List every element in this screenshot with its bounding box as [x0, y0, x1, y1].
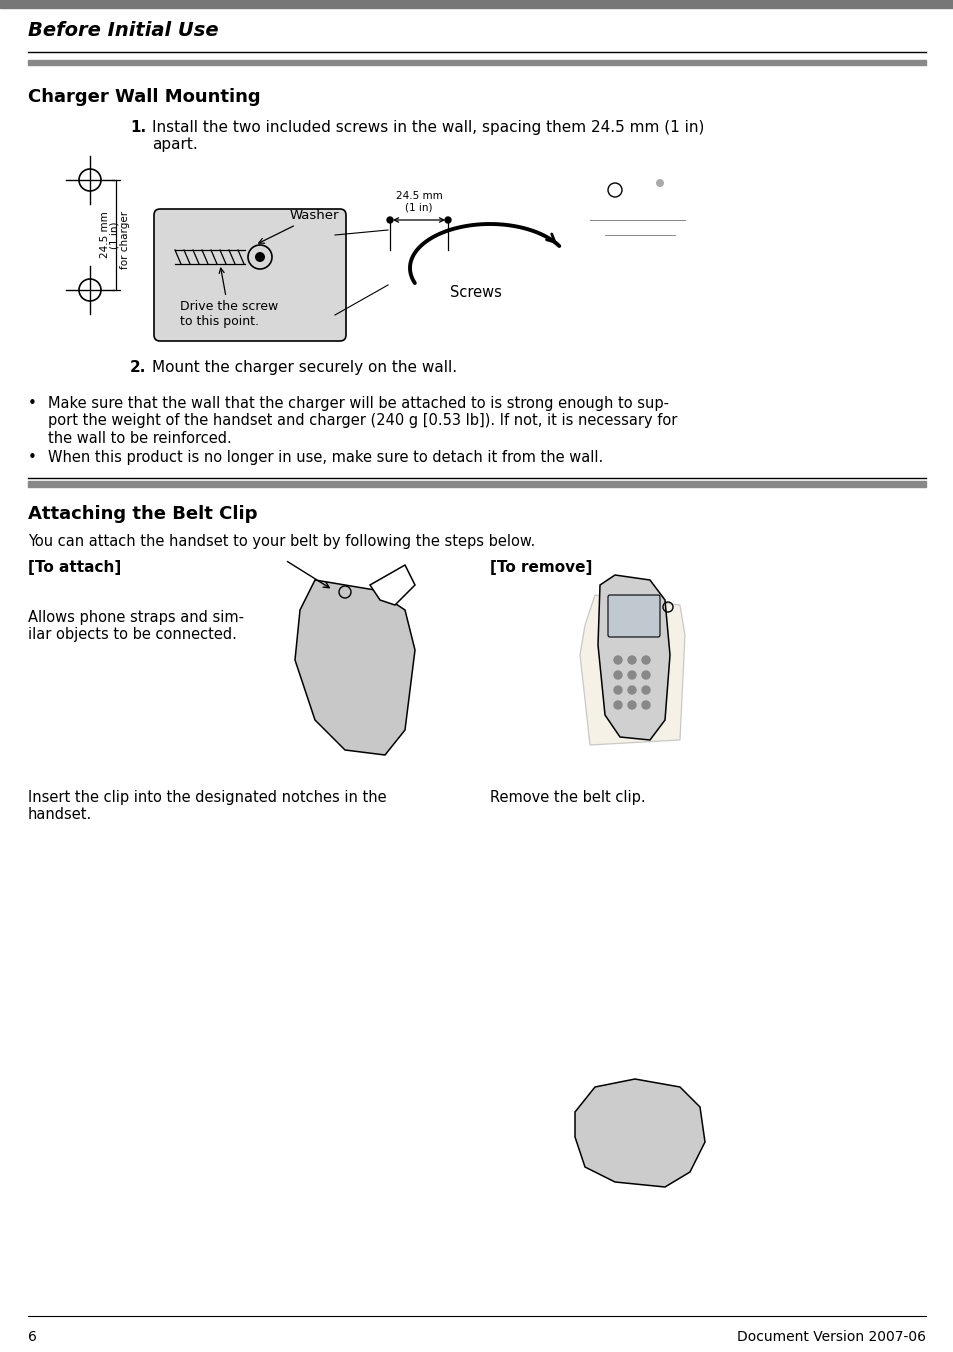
Circle shape — [614, 685, 621, 694]
Text: Drive the screw
to this point.: Drive the screw to this point. — [180, 268, 278, 329]
Polygon shape — [575, 1079, 704, 1187]
Circle shape — [444, 218, 451, 223]
Text: 1.: 1. — [130, 120, 146, 135]
Bar — [28, 481, 925, 487]
Text: 6: 6 — [28, 1330, 37, 1344]
Text: •: • — [28, 396, 37, 411]
Bar — [28, 59, 925, 65]
Text: Allows phone straps and sim-
ilar objects to be connected.: Allows phone straps and sim- ilar object… — [28, 610, 244, 642]
Circle shape — [641, 685, 649, 694]
Circle shape — [614, 656, 621, 664]
Text: You can attach the handset to your belt by following the steps below.: You can attach the handset to your belt … — [28, 534, 535, 549]
Polygon shape — [294, 580, 415, 754]
Circle shape — [641, 671, 649, 679]
Text: Charger Wall Mounting: Charger Wall Mounting — [28, 88, 260, 105]
Text: Washer: Washer — [258, 210, 339, 243]
Polygon shape — [598, 575, 669, 740]
Text: Screws: Screws — [450, 285, 501, 300]
Circle shape — [387, 218, 393, 223]
Circle shape — [627, 700, 636, 708]
Circle shape — [627, 671, 636, 679]
Polygon shape — [370, 565, 415, 604]
Text: Attaching the Belt Clip: Attaching the Belt Clip — [28, 506, 257, 523]
Text: 2.: 2. — [130, 360, 146, 375]
Circle shape — [254, 251, 265, 262]
Text: Remove the belt clip.: Remove the belt clip. — [490, 790, 645, 804]
Text: 24.5 mm: 24.5 mm — [100, 212, 110, 258]
Text: Document Version 2007-06: Document Version 2007-06 — [737, 1330, 925, 1344]
FancyBboxPatch shape — [153, 210, 346, 341]
Text: Install the two included screws in the wall, spacing them 24.5 mm (1 in)
apart.: Install the two included screws in the w… — [152, 120, 703, 153]
Circle shape — [641, 700, 649, 708]
Text: [To remove]: [To remove] — [490, 560, 592, 575]
Circle shape — [627, 685, 636, 694]
Text: [To attach]: [To attach] — [28, 560, 121, 575]
Text: •: • — [28, 450, 37, 465]
Circle shape — [656, 178, 663, 187]
Circle shape — [627, 656, 636, 664]
Text: (1 in): (1 in) — [110, 222, 120, 249]
Circle shape — [614, 671, 621, 679]
Bar — [0, 0, 953, 8]
Polygon shape — [579, 595, 684, 745]
Circle shape — [614, 700, 621, 708]
Text: 24.5 mm
(1 in): 24.5 mm (1 in) — [395, 192, 442, 214]
Text: Mount the charger securely on the wall.: Mount the charger securely on the wall. — [152, 360, 456, 375]
Text: for charger: for charger — [120, 211, 130, 269]
Circle shape — [641, 656, 649, 664]
Text: Make sure that the wall that the charger will be attached to is strong enough to: Make sure that the wall that the charger… — [48, 396, 677, 446]
Text: Before Initial Use: Before Initial Use — [28, 22, 218, 41]
Text: When this product is no longer in use, make sure to detach it from the wall.: When this product is no longer in use, m… — [48, 450, 602, 465]
Text: Insert the clip into the designated notches in the
handset.: Insert the clip into the designated notc… — [28, 790, 386, 822]
FancyBboxPatch shape — [607, 595, 659, 637]
